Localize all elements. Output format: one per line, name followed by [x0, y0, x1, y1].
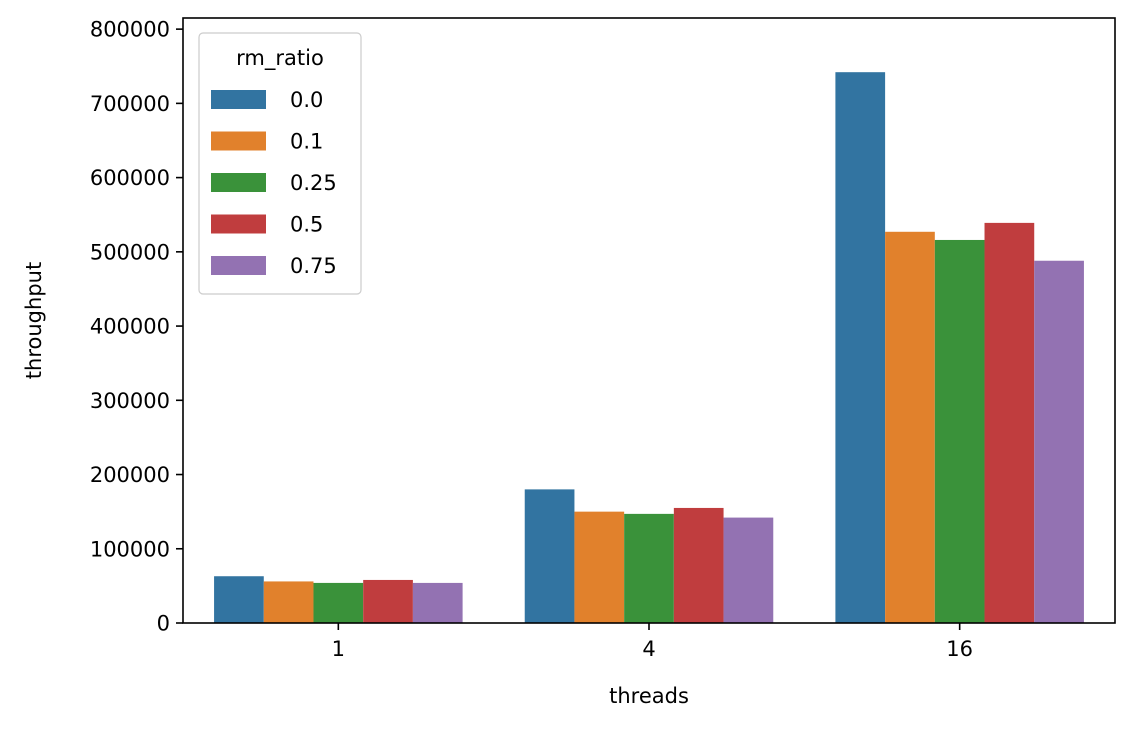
legend-label: 0.75 [290, 254, 337, 278]
y-tick-label: 800000 [90, 18, 170, 42]
y-tick-label: 600000 [90, 166, 170, 190]
legend-label: 0.5 [290, 213, 323, 237]
legend-swatch [211, 90, 266, 109]
bar-0.1-1 [263, 581, 314, 623]
bar-0.0-16 [835, 72, 886, 623]
plot-frame [182, 17, 1116, 624]
bar-0.25-4 [624, 513, 674, 623]
y-tick-label: 400000 [90, 315, 170, 339]
legend-swatch [211, 173, 266, 192]
x-tick-label: 4 [642, 637, 655, 661]
bar-0.0-1 [214, 576, 264, 623]
x-tick-label: 16 [946, 637, 973, 661]
bar-0.1-4 [574, 511, 625, 623]
bar-0.25-1 [313, 582, 364, 623]
legend-label: 0.25 [290, 171, 337, 195]
bar-0.0-4 [524, 489, 575, 623]
legend-label: 0.0 [290, 88, 323, 112]
bar-0.5-1 [363, 579, 413, 623]
y-tick-label: 300000 [90, 389, 170, 413]
legend-swatch [211, 131, 266, 151]
y-axis: 0 100000 200000 300000 400000 500000 600000 700… [90, 18, 183, 636]
x-tick-label: 1 [332, 637, 345, 661]
bar-0.75-16 [1034, 260, 1084, 623]
x-axis-label: threads [609, 684, 689, 708]
y-tick-label: 100000 [90, 537, 170, 561]
legend-swatch [211, 214, 266, 234]
bar-0.5-16 [984, 222, 1035, 624]
bars-group [214, 72, 1084, 624]
x-axis: 1 4 16 [332, 623, 973, 661]
legend: rm_ratio 0.0 0.1 0.25 0.5 0.75 [198, 32, 362, 295]
legend-title: rm_ratio [236, 46, 324, 71]
bar-0.75-4 [723, 517, 774, 623]
legend-label: 0.1 [290, 130, 323, 154]
bar-0.5-4 [673, 507, 724, 623]
y-tick-label: 700000 [90, 92, 170, 116]
bar-0.25-16 [934, 239, 985, 623]
legend-swatch [211, 256, 266, 275]
y-axis-label: throughput [22, 262, 46, 379]
y-tick-label: 500000 [90, 240, 170, 264]
y-tick-label: 200000 [90, 463, 170, 487]
bar-0.75-1 [412, 582, 463, 623]
y-tick-label: 0 [157, 612, 170, 636]
legend-items: 0.0 0.1 0.25 0.5 0.75 [211, 88, 337, 278]
bar-0.1-16 [885, 231, 935, 623]
